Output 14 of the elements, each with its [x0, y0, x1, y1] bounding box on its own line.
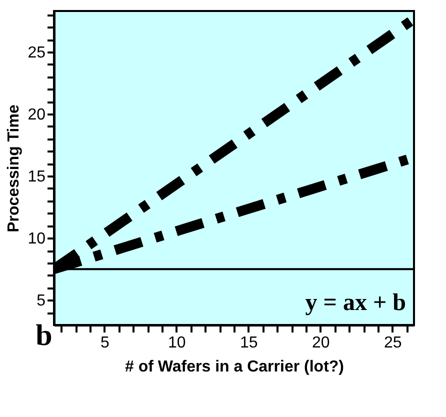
y-tick-label: 20 [28, 106, 46, 124]
x-tick-label: 5 [100, 334, 110, 352]
x-tick-label: 10 [168, 334, 186, 352]
x-axis-title: # of Wafers in a Carrier (lot?) [125, 358, 344, 376]
x-tick-label: 15 [240, 334, 258, 352]
x-tick-label: 25 [384, 334, 402, 352]
y-tick-label: 10 [28, 230, 46, 248]
annotation: y = ax + b [305, 290, 406, 316]
y-tick-label: 5 [36, 292, 46, 310]
y-tick-label: 15 [28, 168, 46, 186]
x-tick-label: 20 [312, 334, 330, 352]
y-axis-title: Processing Time [6, 104, 23, 232]
y-tick-label: 25 [28, 44, 46, 62]
text: b [36, 319, 52, 352]
